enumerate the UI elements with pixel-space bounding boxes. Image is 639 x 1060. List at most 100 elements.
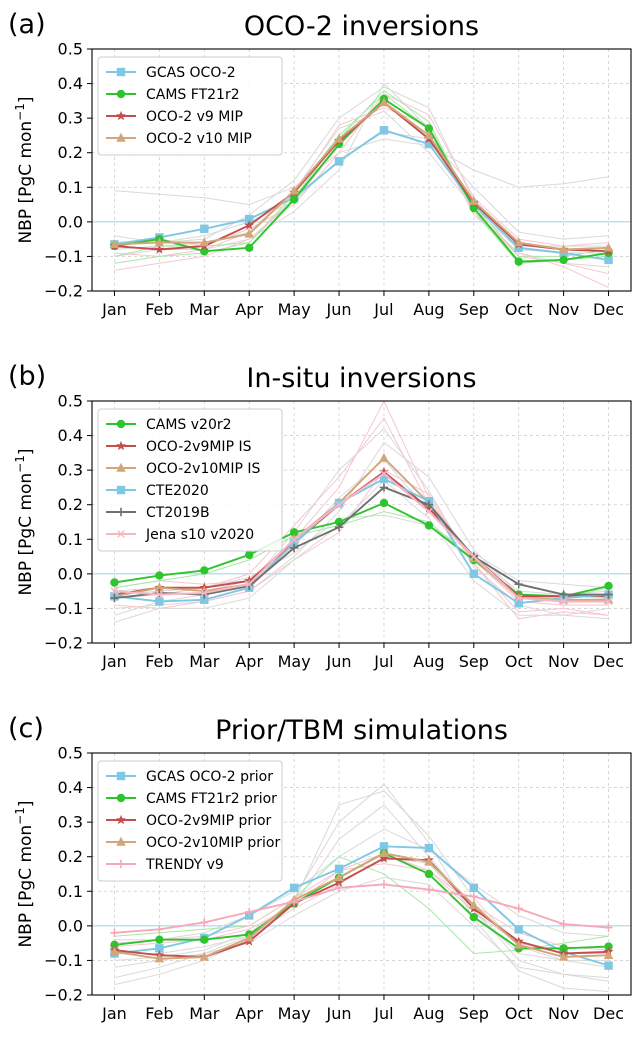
legend-box: [97, 760, 283, 882]
data-point: [514, 257, 523, 266]
data-point: [379, 126, 389, 135]
y-axis-label-end: ]: [16, 800, 36, 807]
data-point: [514, 925, 523, 934]
legend-marker: [116, 89, 126, 99]
data-point: [244, 220, 255, 230]
x-tick-label: Apr: [235, 1004, 263, 1023]
x-tick-label: Oct: [505, 1004, 533, 1023]
y-tick-label: −0.2: [44, 986, 83, 1005]
y-axis-label-superscript: −1: [13, 103, 27, 121]
legend-marker: [117, 530, 125, 538]
x-tick-label: Mar: [189, 300, 220, 319]
data-point: [379, 853, 389, 863]
legend-label: GCAS OCO-2: [146, 65, 236, 81]
y-tick-label: 0.1: [58, 530, 83, 549]
data-point: [245, 550, 254, 560]
panel-label: (b): [8, 361, 46, 392]
y-tick-label: −0.2: [44, 634, 83, 653]
x-tick-label: Jun: [326, 300, 352, 319]
panel-title: OCO-2 inversions: [244, 11, 479, 42]
y-tick-label: 0.2: [58, 143, 83, 162]
data-point: [604, 597, 613, 606]
y-tick-label: 0.3: [58, 109, 83, 128]
legend-marker: [116, 859, 126, 869]
y-tick-label: 0.2: [58, 495, 83, 514]
y-tick-label: 0.4: [58, 426, 83, 445]
x-tick-label: Feb: [145, 652, 173, 671]
panel-label: (c): [8, 713, 44, 744]
data-point: [334, 522, 344, 532]
data-point: [244, 932, 254, 942]
data-point: [154, 582, 165, 592]
x-tick-label: Aug: [413, 300, 444, 319]
x-tick-label: Sep: [459, 1004, 489, 1023]
panel-1: (a) OCO-2 inversions −0.2 −0.1 0.0 0.1 0.2 0.3 0…: [8, 9, 632, 319]
x-tick-label: Jun: [326, 652, 352, 671]
x-tick-label: Nov: [548, 652, 579, 671]
y-axis-label-superscript: −1: [13, 807, 27, 825]
x-tick-label: Mar: [189, 1004, 220, 1023]
data-point: [200, 224, 209, 233]
legend-marker: [116, 67, 126, 77]
data-point: [110, 578, 119, 587]
x-tick-label: Jun: [326, 1004, 352, 1023]
background-line: [114, 852, 609, 954]
legend-marker: [116, 814, 126, 825]
data-point: [469, 552, 478, 561]
y-tick-label: −0.1: [44, 951, 83, 970]
data-point: [200, 918, 209, 927]
data-point: [154, 244, 165, 254]
panel-2: (b) In-situ inversions −0.2 −0.1 0.0 0.1 0.2 0.…: [8, 361, 632, 671]
x-tick-label: Feb: [145, 300, 173, 319]
data-point: [469, 899, 479, 909]
data-point: [469, 195, 479, 205]
legend-label: OCO-2v10MIP IS: [146, 461, 260, 477]
data-point: [379, 483, 389, 492]
data-point: [559, 919, 568, 929]
legend-marker: [116, 793, 126, 803]
data-point: [155, 571, 164, 580]
x-tick-label: Nov: [548, 1004, 579, 1023]
y-tick-label: 0.1: [58, 882, 83, 901]
x-tick-label: Feb: [145, 1004, 173, 1023]
legend-label: OCO-2 v10 MIP: [146, 131, 252, 147]
y-tick-label: −0.1: [44, 247, 83, 266]
y-axis-label-superscript: −1: [13, 455, 27, 473]
series-line: [114, 472, 609, 603]
data-point: [290, 535, 298, 544]
legend-label: OCO-2v10MIP prior: [146, 835, 280, 851]
data-point: [379, 97, 389, 107]
panel-3: (c) Prior/TBM simulations −0.2 −0.1 0.0 0.1 0.…: [8, 713, 632, 1023]
legend-box: [97, 408, 283, 552]
data-point: [469, 569, 478, 579]
x-tick-label: Jan: [101, 300, 127, 319]
y-tick-label: 0.0: [58, 564, 83, 583]
x-tick-label: Jul: [373, 300, 393, 319]
data-point: [514, 599, 523, 608]
x-tick-label: Dec: [593, 1004, 624, 1023]
axes-frame: [91, 48, 632, 292]
data-point: [469, 892, 478, 901]
background-line: [114, 876, 609, 979]
series-line: [114, 477, 609, 605]
data-point: [558, 951, 569, 961]
y-tick-label: −0.1: [44, 599, 83, 618]
legend-marker: [116, 771, 126, 781]
data-point: [334, 883, 344, 893]
y-axis-label-end: ]: [16, 448, 36, 455]
x-tick-label: May: [278, 300, 311, 319]
y-tick-label: −0.2: [44, 282, 83, 301]
series-line: [114, 101, 609, 251]
series-line: [114, 501, 609, 598]
background-line: [114, 828, 609, 944]
data-point: [424, 843, 434, 853]
legend-label: CAMS FT21r2: [146, 87, 240, 103]
data-point: [424, 869, 434, 879]
panel-label: (a): [8, 9, 46, 40]
data-point: [379, 880, 389, 889]
data-point: [424, 139, 434, 149]
legend-marker: [116, 485, 126, 495]
data-point: [559, 597, 568, 606]
y-axis-label-text: NBP [PgC mon: [16, 121, 36, 244]
